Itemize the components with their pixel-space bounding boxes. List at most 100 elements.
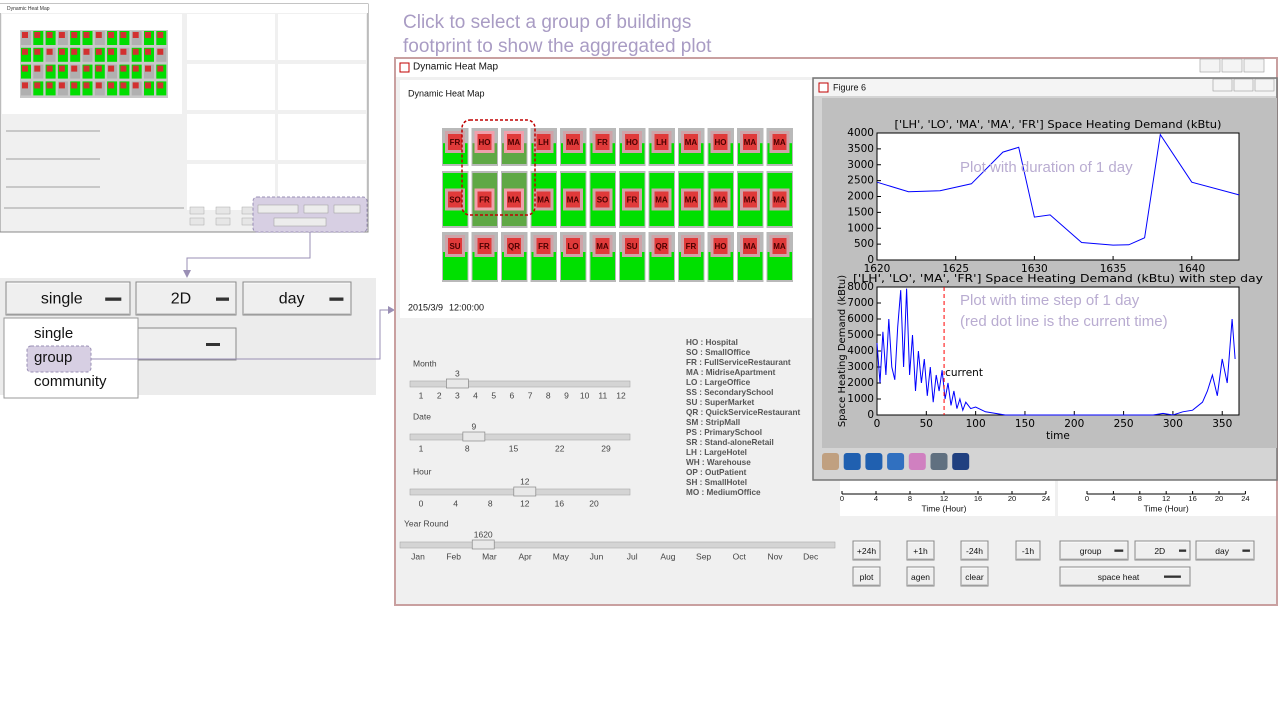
dropdown-label: 2D xyxy=(171,291,191,308)
x-tick-label: 1635 xyxy=(1100,263,1127,275)
button xyxy=(1059,540,1129,561)
toolbar-button[interactable] xyxy=(843,453,861,470)
building-label: MA xyxy=(567,196,580,205)
thumbnail-button xyxy=(189,217,205,226)
slider-label: Date xyxy=(413,411,431,421)
legend-entry: SR : Stand-aloneRetail xyxy=(686,438,774,447)
building-footprint[interactable] xyxy=(536,191,551,208)
building-footprint[interactable] xyxy=(713,134,728,150)
plot-panel xyxy=(840,480,1055,516)
building-footprint[interactable] xyxy=(507,238,521,254)
thumbnail-building xyxy=(120,82,127,89)
toolbar-button[interactable] xyxy=(887,453,905,470)
slider-tick-label: 9 xyxy=(564,390,569,400)
building-footprint[interactable] xyxy=(684,191,698,208)
slider-handle[interactable] xyxy=(471,539,495,550)
building-footprint[interactable] xyxy=(448,238,462,254)
thumbnail-building xyxy=(145,82,151,89)
thumbnail-building xyxy=(34,65,41,72)
building-footprint[interactable] xyxy=(566,134,580,150)
building-footprint[interactable] xyxy=(566,238,580,254)
building-footprint[interactable] xyxy=(743,191,757,208)
button[interactable] xyxy=(960,566,989,587)
building-footprint[interactable] xyxy=(713,191,728,208)
building-footprint[interactable] xyxy=(654,134,669,150)
dropdown-indicator xyxy=(1114,549,1124,552)
building-footprint[interactable] xyxy=(448,191,462,208)
button[interactable] xyxy=(906,566,935,587)
button[interactable] xyxy=(1015,540,1041,561)
building-footprint[interactable] xyxy=(595,134,610,150)
window-control[interactable] xyxy=(1243,58,1265,73)
menu-item[interactable]: community xyxy=(34,373,107,390)
building-footprint[interactable] xyxy=(448,134,462,150)
legend-entry: MO : MediumOffice xyxy=(686,488,761,497)
x-tick-label: 50 xyxy=(920,418,933,430)
button[interactable] xyxy=(852,566,881,587)
slider-tick-label: Dec xyxy=(803,551,819,561)
building-footprint[interactable] xyxy=(536,134,551,150)
building-footprint[interactable] xyxy=(625,238,639,254)
building-label: QR xyxy=(656,242,668,251)
building-footprint[interactable] xyxy=(507,134,521,150)
window-control[interactable] xyxy=(1212,78,1233,92)
building-footprint[interactable] xyxy=(713,238,728,254)
button[interactable] xyxy=(960,540,989,561)
building-footprint[interactable] xyxy=(536,238,551,254)
building-footprint[interactable] xyxy=(743,238,757,254)
button[interactable] xyxy=(852,540,881,561)
connector-arrow xyxy=(388,306,395,314)
thumbnail-building xyxy=(95,48,102,55)
window-control[interactable] xyxy=(1199,58,1221,73)
building-footprint[interactable] xyxy=(654,238,669,254)
y-tick-label: 1500 xyxy=(847,206,874,218)
thumbnail-plot xyxy=(187,114,275,160)
slider-tick-label: 16 xyxy=(555,498,565,508)
legend-entry: PS : PrimarySchool xyxy=(686,428,762,437)
building-footprint[interactable] xyxy=(595,191,610,208)
building-footprint[interactable] xyxy=(477,238,492,254)
menu-item[interactable]: group xyxy=(34,349,72,366)
building-footprint[interactable] xyxy=(772,238,787,254)
slider-handle[interactable] xyxy=(513,486,537,497)
thumbnail-building xyxy=(157,82,164,89)
y-tick-label: 3000 xyxy=(847,159,874,171)
slider-handle[interactable] xyxy=(462,431,486,442)
x-tick-label: 4 xyxy=(874,494,878,503)
building-footprint[interactable] xyxy=(507,191,521,208)
building-footprint[interactable] xyxy=(772,191,787,208)
building-label: HO xyxy=(715,242,727,251)
dropdown-indicator xyxy=(1164,575,1181,578)
toolbar-button[interactable] xyxy=(952,453,970,470)
building-footprint[interactable] xyxy=(625,191,639,208)
building-footprint[interactable] xyxy=(772,134,787,150)
thumbnail-building xyxy=(95,65,102,72)
window-control[interactable] xyxy=(1221,58,1243,73)
building-footprint[interactable] xyxy=(743,134,757,150)
annotation: Click to select a group of buildings xyxy=(403,12,691,33)
building-footprint[interactable] xyxy=(684,238,698,254)
button[interactable] xyxy=(906,540,935,561)
building-footprint[interactable] xyxy=(595,238,610,254)
x-tick-label: 16 xyxy=(974,494,982,503)
thumbnail-year-slider xyxy=(4,207,184,209)
window-control[interactable] xyxy=(1233,78,1254,92)
toolbar-button[interactable] xyxy=(822,453,839,470)
window-control[interactable] xyxy=(1254,78,1275,92)
thumbnail-building xyxy=(145,32,151,38)
building-footprint[interactable] xyxy=(684,134,698,150)
building-footprint[interactable] xyxy=(477,134,492,150)
building-footprint[interactable] xyxy=(625,134,639,150)
toolbar-button[interactable] xyxy=(865,453,883,470)
slider-tick-label: 2 xyxy=(437,390,442,400)
toolbar-button[interactable] xyxy=(930,453,948,470)
slider-handle[interactable] xyxy=(446,378,469,389)
toolbar-button[interactable] xyxy=(908,453,926,470)
button-label: +24h xyxy=(857,546,876,556)
building-label: SU xyxy=(626,242,637,251)
building-footprint[interactable] xyxy=(566,191,580,208)
building-footprint[interactable] xyxy=(654,191,669,208)
menu-item[interactable]: single xyxy=(34,325,73,342)
thumbnail-building xyxy=(95,32,102,38)
building-footprint[interactable] xyxy=(477,191,492,208)
